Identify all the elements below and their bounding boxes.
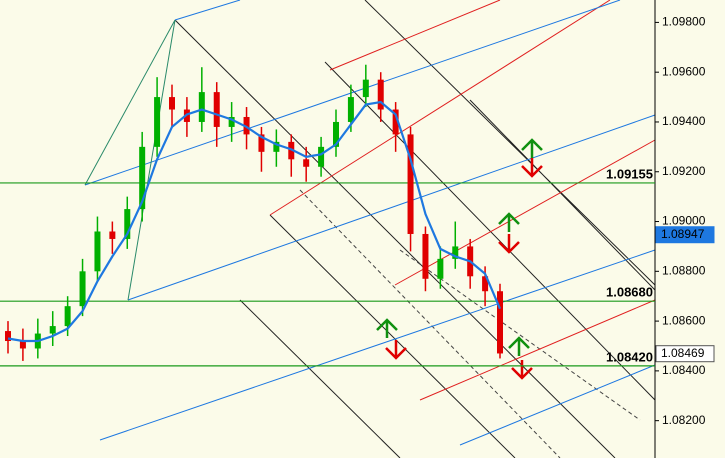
candle-body [407,134,414,234]
candle-body [154,97,161,147]
y-tick-label: 1.08800 [662,263,706,277]
candle-body [109,231,116,239]
level-label: 1.08420 [606,349,653,364]
candle-body [213,92,220,127]
price-marker-label: 1.08469 [661,346,705,360]
candle-body [288,141,295,160]
candle-body [124,209,131,239]
candle-body [198,92,205,122]
y-tick-label: 1.09200 [662,164,706,178]
candle-body [169,97,175,110]
candle-body [452,246,459,259]
candle-body [437,258,444,279]
level-label: 1.08680 [606,285,653,300]
price-marker-label: 1.08947 [661,227,705,241]
candle-body [303,159,310,167]
candle-body [64,306,71,327]
candle-body [79,271,86,307]
moving-average [7,100,502,343]
candle-body [377,79,384,110]
candle-body [347,97,354,122]
candle-body [243,116,250,135]
y-tick-label: 1.09000 [662,214,706,228]
candle-body [5,331,11,342]
y-tick-label: 1.08600 [662,313,706,327]
candle-body [333,121,339,147]
signal-arrows [376,138,543,380]
candle-body [228,116,235,127]
candle-body [422,233,429,279]
level-label: 1.09155 [606,166,653,181]
y-tick-label: 1.09600 [662,64,706,78]
candle-body [497,291,503,354]
candle-body [392,109,399,135]
candle-body [273,141,280,152]
price-marker [655,226,715,244]
candle-body [362,79,369,98]
y-tick-label: 1.09400 [662,114,706,128]
candle-body [94,231,101,272]
y-tick-label: 1.08200 [662,413,706,427]
candle-body [318,146,325,167]
candle-body [139,146,146,210]
pitchfork [84,0,656,458]
y-tick-label: 1.09800 [662,15,706,29]
candle-body [19,341,26,349]
y-tick-label: 1.08400 [662,363,706,377]
candle-body [482,276,489,292]
candle-body [258,134,265,152]
candle-body [49,326,56,334]
price-marker [655,345,715,363]
